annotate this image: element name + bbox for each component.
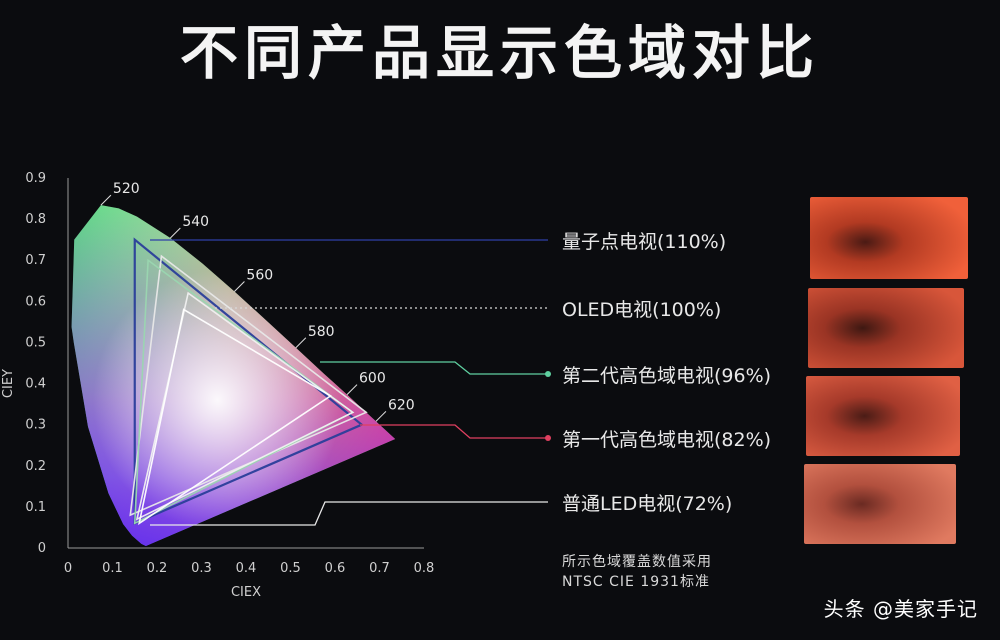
legend-label-2: OLED电视(100%) — [562, 299, 722, 321]
legend-leader-lines — [150, 239, 551, 526]
y-tick-label: 0 — [38, 541, 46, 556]
y-tick-label: 0.8 — [25, 212, 46, 227]
wavelength-label: 520 — [113, 181, 140, 197]
y-tick-label: 0.5 — [25, 335, 46, 350]
y-tick-label: 0.1 — [25, 500, 46, 515]
y-axis-label: CIEY — [1, 369, 16, 398]
leader-line-5 — [150, 501, 548, 526]
standard-note: 所示色域覆盖数值采用 NTSC CIE 1931标准 — [562, 552, 712, 592]
y-tick-label: 0.2 — [25, 459, 46, 474]
note-line: 所示色域覆盖数值采用 — [562, 554, 712, 570]
leader-dot — [545, 435, 551, 441]
legend-label-5: 普通LED电视(72%) — [562, 493, 733, 515]
gamut-triangle-5 — [138, 308, 333, 526]
chart-axes: 0 0.1 0.2 0.3 0.4 0.5 0.6 0.7 0.8 0 0.1 0.2 0.3 0.4 0.… — [1, 171, 434, 600]
leader-dot — [545, 371, 551, 377]
note-line: NTSC CIE 1931标准 — [562, 574, 710, 590]
y-tick-label: 0.7 — [25, 253, 46, 268]
wavelength-label: 600 — [359, 371, 386, 387]
y-tick-label: 0.4 — [25, 377, 46, 392]
x-tick-label: 0.8 — [414, 561, 435, 576]
wavelength-label: 580 — [308, 324, 335, 340]
gamut-triangle-4 — [135, 291, 355, 521]
wavelength-label: 540 — [182, 214, 209, 230]
gamut-triangle-3 — [133, 258, 355, 525]
x-tick-label: 0.1 — [102, 561, 123, 576]
leader-line-3 — [320, 361, 548, 375]
wavelength-tick — [234, 281, 245, 292]
wavelength-tick — [295, 337, 307, 349]
sample-image-1 — [810, 197, 968, 279]
y-tick-label: 0.3 — [25, 418, 46, 433]
x-axis-label: CIEX — [231, 585, 261, 600]
wavelength-label: 620 — [388, 397, 415, 413]
x-tick-label: 0 — [64, 561, 72, 576]
sample-image-4 — [804, 464, 956, 544]
wavelength-tick — [375, 411, 387, 422]
x-tick-label: 0.5 — [280, 561, 301, 576]
x-tick-label: 0.4 — [236, 561, 257, 576]
watermark: 头条 @美家手记 — [823, 597, 978, 621]
y-tick-label: 0.9 — [25, 171, 46, 186]
x-tick-label: 0.6 — [325, 561, 346, 576]
gamut-triangles — [129, 237, 368, 526]
sample-image-3 — [806, 376, 960, 456]
sample-image-2 — [808, 288, 964, 368]
wavelength-label: 560 — [246, 267, 273, 283]
x-tick-label: 0.7 — [369, 561, 390, 576]
legend-label-3: 第二代高色域电视(96%) — [562, 365, 772, 387]
y-tick-label: 0.6 — [25, 294, 46, 309]
legend-label-1: 量子点电视(110%) — [562, 231, 727, 253]
gamut-triangle-1 — [133, 237, 364, 526]
x-tick-label: 0.3 — [191, 561, 212, 576]
wavelength-tick — [169, 227, 181, 239]
wavelength-tick — [100, 194, 112, 206]
page-title: 不同产品显示色域对比 — [179, 19, 820, 87]
x-tick-label: 0.2 — [147, 561, 168, 576]
spectral-locus-fill — [71, 205, 396, 546]
legend-label-4: 第一代高色域电视(82%) — [562, 429, 772, 451]
leader-line-4 — [360, 424, 548, 439]
white-point-glow — [71, 205, 396, 546]
wavelength-tick — [346, 384, 358, 396]
locus-color-overlay — [71, 205, 396, 546]
